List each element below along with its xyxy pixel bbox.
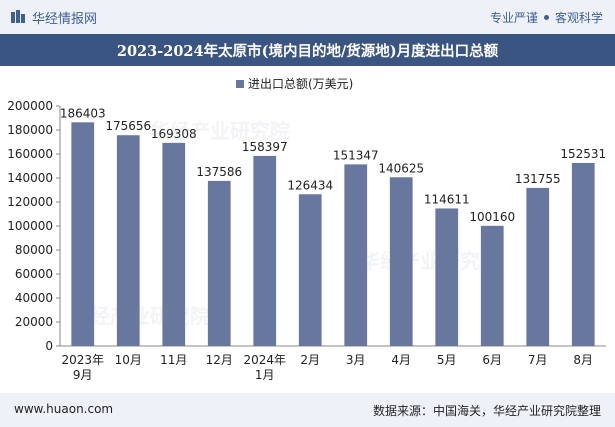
- y-tick-label: 160000: [7, 147, 53, 161]
- x-tick-label: 6月: [482, 353, 502, 367]
- bar-chart: 进出口总额(万美元) 0 20000 40000 60000 80000 100000 120…: [7, 77, 606, 382]
- footer: www.huaon.com 数据来源：中国海关，华经产业研究院整理: [0, 393, 615, 427]
- x-tick-label: 2023年 9月: [61, 353, 104, 382]
- bar: [162, 142, 186, 346]
- chart-title-bar: 2023-2024年太原市(境内目的地/货源地)月度进出口总额: [0, 34, 615, 66]
- chart-title: 2023-2024年太原市(境内目的地/货源地)月度进出口总额: [116, 42, 499, 60]
- x-tick-label: 2月: [300, 353, 320, 367]
- data-label: 151347: [333, 148, 379, 162]
- legend-label: 进出口总额(万美元): [248, 77, 353, 91]
- y-tick-label: 40000: [15, 291, 53, 305]
- data-source: 数据来源：中国海关，华经产业研究院整理: [372, 404, 601, 418]
- y-tick-label: 80000: [15, 243, 53, 257]
- bar: [71, 122, 95, 346]
- bar: [298, 194, 322, 346]
- data-label: 100160: [469, 210, 515, 224]
- bar: [480, 225, 504, 346]
- data-label: 186403: [60, 106, 106, 120]
- x-tick-label: 10月: [115, 353, 142, 367]
- data-label: 126434: [287, 178, 333, 192]
- bar: [435, 208, 459, 346]
- x-tick-label: 7月: [528, 353, 548, 367]
- brand-name: 华经情报网: [32, 11, 98, 27]
- brand: 华经情报网: [10, 7, 97, 27]
- bar: [253, 155, 277, 346]
- slogan: 专业严谨 客观科学: [490, 9, 603, 26]
- data-label: 169308: [151, 127, 197, 141]
- x-tick-label: 4月: [391, 353, 411, 367]
- bar: [526, 187, 550, 346]
- y-tick-label: 20000: [15, 315, 53, 329]
- bar: [116, 135, 140, 346]
- data-label: 137586: [196, 165, 242, 179]
- data-label: 114611: [424, 192, 470, 206]
- x-tick-label: 5月: [437, 353, 457, 367]
- x-tick-label: 12月: [206, 353, 233, 367]
- y-tick-label: 0: [45, 339, 53, 353]
- legend-swatch: [236, 80, 244, 88]
- y-tick-label: 100000: [7, 219, 53, 233]
- logo-icon: [11, 10, 25, 23]
- data-label: 152531: [560, 147, 606, 161]
- bar: [207, 180, 231, 346]
- bullet-dot-icon: [543, 15, 549, 20]
- top-banner: 华经情报网 专业严谨 客观科学: [0, 0, 615, 34]
- data-label: 140625: [378, 161, 424, 175]
- x-tick-label: 8月: [573, 353, 593, 367]
- bar: [344, 164, 368, 346]
- y-tick-label: 140000: [7, 171, 53, 185]
- x-tick-label: 3月: [346, 353, 366, 367]
- y-tick-label: 180000: [7, 123, 53, 137]
- bar: [389, 177, 413, 346]
- x-tick-label: 11月: [160, 353, 187, 367]
- y-tick-label: 60000: [15, 267, 53, 281]
- data-label: 158397: [242, 140, 288, 154]
- y-tick-label: 200000: [7, 99, 53, 113]
- slogan-1: 专业严谨: [489, 11, 538, 25]
- y-tick-label: 120000: [7, 195, 53, 209]
- bar: [571, 162, 595, 346]
- website-link[interactable]: www.huaon.com: [14, 402, 114, 416]
- data-label: 131755: [515, 172, 561, 186]
- slogan-2: 客观科学: [554, 11, 603, 25]
- x-tick-label: 2024年 1月: [243, 353, 286, 382]
- data-label: 175656: [105, 119, 151, 133]
